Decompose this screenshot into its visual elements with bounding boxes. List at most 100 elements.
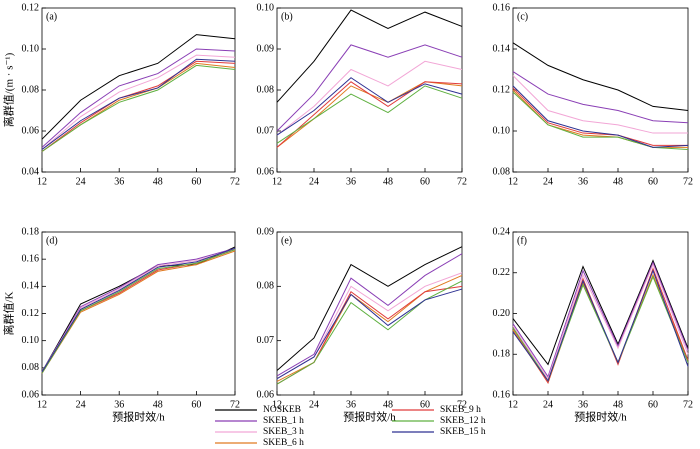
x-tick-label: 24 [543,399,553,410]
x-tick-label: 48 [383,176,393,187]
series-line [276,288,463,380]
series-line [512,263,689,380]
y-tick-label: 0.18 [493,349,511,360]
y-tick-label: 0.10 [257,2,275,13]
y-tick-label: 0.10 [22,335,40,346]
series-line [41,48,236,148]
y-tick-label: 0.06 [257,389,275,400]
x-tick-label: 48 [383,399,393,410]
x-axis-label: 预报时效/h [574,410,627,424]
series-line [512,91,689,150]
x-tick-label: 12 [37,176,47,187]
series-line [276,81,463,148]
y-tick-label: 0.10 [22,43,40,54]
x-tick-label: 48 [613,399,623,410]
series-line [276,253,463,377]
plot-frame [276,231,463,396]
y-tick-label: 0.09 [257,226,275,237]
series-line [276,81,463,148]
panel-label: (f) [517,235,527,246]
x-tick-label: 12 [37,399,47,410]
series-line [512,85,689,148]
series-line [512,261,689,378]
panel-label: (a) [46,11,57,22]
x-tick-label: 48 [613,176,623,187]
x-tick-label: 24 [309,399,319,410]
series-line [276,9,463,103]
x-tick-label: 24 [309,176,319,187]
x-tick-label: 12 [272,399,282,410]
y-tick-label: 0.20 [493,308,511,319]
y-tick-label: 0.08 [22,84,40,95]
y-tick-label: 0.09 [257,43,275,54]
legend-label: SKEB_15 h [440,427,486,437]
y-tick-label: 0.08 [257,281,275,292]
series-line [41,249,236,374]
series-line [41,60,236,152]
x-tick-label: 60 [191,399,201,410]
y-tick-label: 0.08 [257,84,275,95]
x-tick-label: 12 [272,176,282,187]
y-tick-label: 0.06 [22,389,40,400]
y-tick-label: 0.12 [493,84,511,95]
series-line [512,89,688,148]
panel-label: (d) [46,235,58,246]
x-tick-label: 12 [508,176,518,187]
x-tick-label: 24 [76,176,86,187]
x-tick-label: 72 [457,399,467,410]
y-tick-label: 0.06 [22,125,40,136]
x-tick-label: 36 [346,399,356,410]
x-tick-label: 36 [578,176,588,187]
x-tick-label: 36 [346,176,356,187]
series-line [276,44,463,132]
x-tick-label: 60 [420,176,430,187]
legend-label: SKEB_9 h [440,405,481,415]
x-tick-label: 24 [76,399,86,410]
series-line [41,247,236,373]
y-tick-label: 0.10 [493,125,511,136]
x-tick-label: 12 [508,399,518,410]
series-line [276,285,463,385]
y-tick-label: 0.14 [22,281,40,292]
y-tick-label: 0.14 [493,43,511,54]
y-tick-label: 0.24 [493,226,511,237]
x-tick-label: 72 [683,176,693,187]
series-line [41,58,236,150]
x-tick-label: 36 [578,399,588,410]
x-tick-label: 48 [153,399,163,410]
series-line [512,42,689,111]
y-tick-label: 0.16 [493,389,511,400]
series-line [276,60,463,136]
y-axis-label: 离群值/K [2,291,16,335]
y-axis-label: 离群值/(m · s⁻¹) [2,52,16,127]
panel-label: (b) [281,11,293,22]
x-tick-label: 36 [114,399,124,410]
series-line [41,250,236,374]
series-line [276,246,463,371]
x-tick-label: 48 [153,176,163,187]
y-tick-label: 0.16 [493,2,511,13]
series-line [512,87,688,146]
y-tick-label: 0.22 [493,267,511,278]
x-tick-label: 60 [648,176,658,187]
x-tick-label: 72 [230,399,240,410]
series-line [512,75,688,134]
y-tick-label: 0.04 [22,166,40,177]
y-tick-label: 0.12 [22,2,40,13]
plot-frame [512,231,689,396]
x-tick-label: 36 [114,176,124,187]
x-tick-label: 60 [191,176,201,187]
series-line [41,246,236,373]
x-axis-label: 预报时效/h [112,410,165,424]
y-tick-label: 0.16 [22,253,40,264]
x-axis-label: 预报时效/h [343,410,396,424]
y-tick-label: 0.08 [22,362,40,373]
panel-label: (e) [281,235,292,246]
legend-label: SKEB_6 h [263,438,304,448]
series-line [512,269,689,382]
series-line [41,247,236,373]
legend-label: SKEB_3 h [263,427,304,437]
series-line [41,54,236,150]
y-tick-label: 0.08 [493,166,511,177]
y-tick-label: 0.18 [22,226,40,237]
